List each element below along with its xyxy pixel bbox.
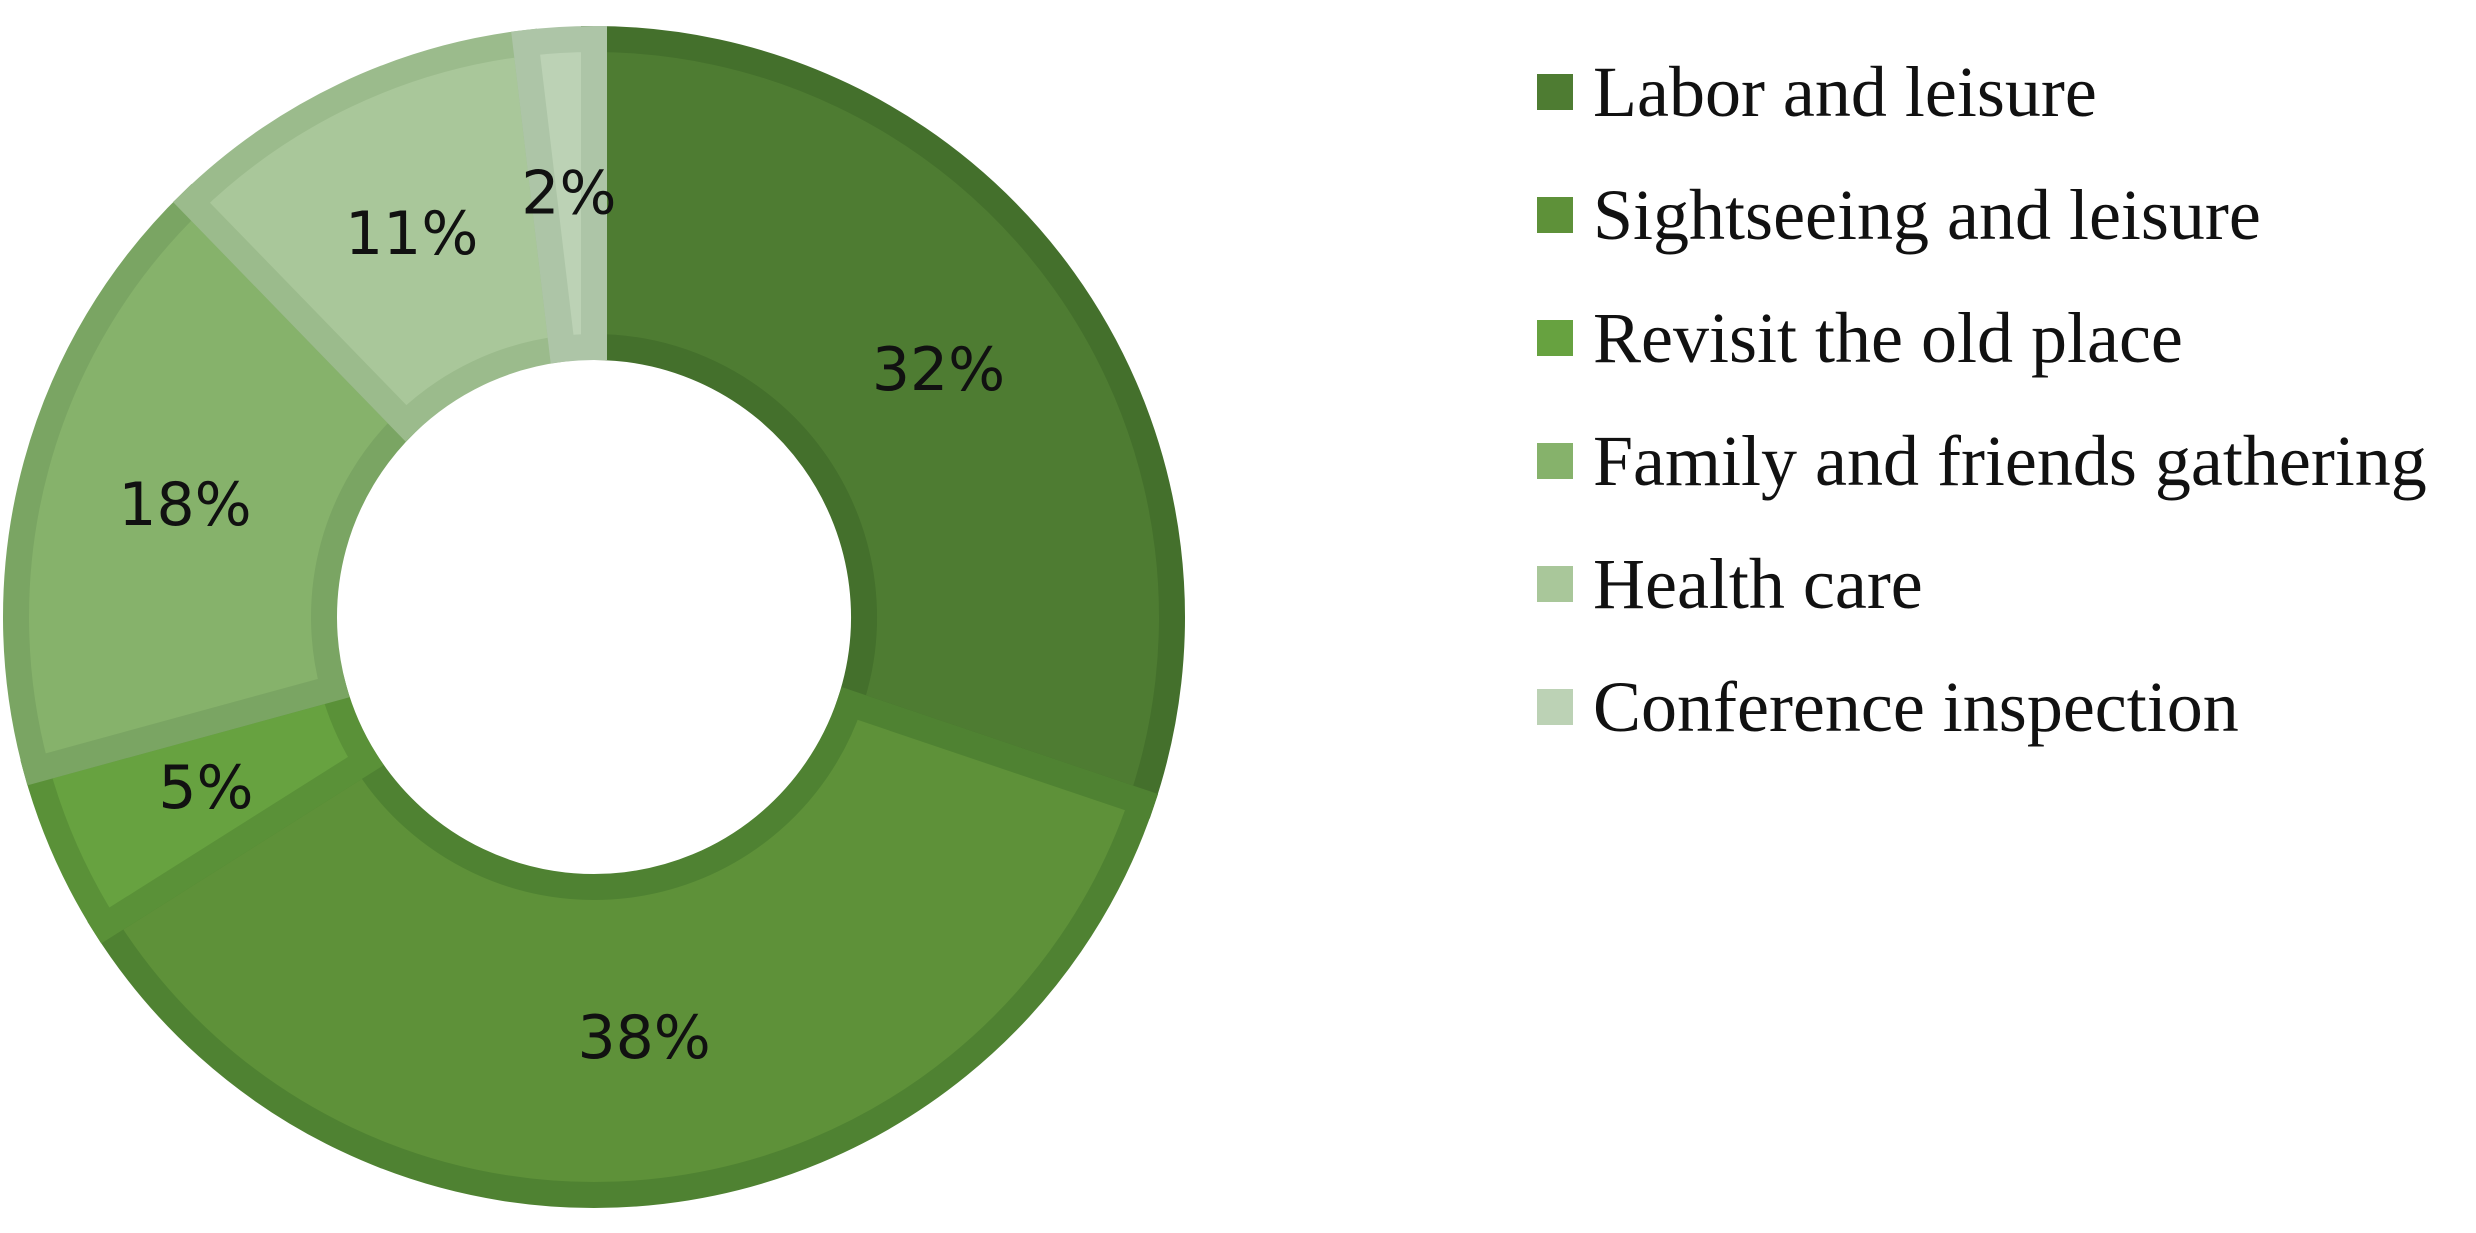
legend-swatch [1537, 443, 1573, 479]
slice-label-revisit-the-old-place: 5% [158, 753, 253, 823]
legend-swatch [1537, 197, 1573, 233]
legend-label: Family and friends gathering [1593, 421, 2427, 501]
slice-label-family-and-friends-gathering: 18% [118, 470, 251, 540]
legend-item-family-and-friends-gathering: Family and friends gathering [1537, 421, 2427, 501]
legend-swatch [1537, 74, 1573, 110]
legend-label: Revisit the old place [1593, 298, 2183, 378]
legend-item-conference-inspection: Conference inspection [1537, 667, 2239, 747]
legend-swatch [1537, 566, 1573, 602]
legend-label: Sightseeing and leisure [1593, 175, 2261, 255]
slice-health-care [173, 28, 577, 442]
slice-label-health-care: 11% [345, 199, 478, 269]
legend-item-labor-and-leisure: Labor and leisure [1537, 52, 2097, 132]
slice-label-labor-and-leisure: 32% [872, 335, 1005, 405]
legend-label: Labor and leisure [1593, 52, 2097, 132]
slice-family-and-friends-gathering [3, 183, 425, 786]
legend-item-health-care: Health care [1537, 544, 1923, 624]
legend-swatch [1537, 320, 1573, 356]
slice-conference-inspection [511, 25, 607, 364]
legend-label: Health care [1593, 544, 1923, 624]
slice-labor-and-leisure [581, 25, 1185, 819]
slice-labels: 32% 38% 5% 18% 11% 2% [118, 159, 1005, 1073]
donut-slices [3, 25, 1185, 1208]
slice-label-conference-inspection: 2% [521, 159, 616, 229]
legend-label: Conference inspection [1593, 667, 2239, 747]
legend-item-sightseeing-and-leisure: Sightseeing and leisure [1537, 175, 2261, 255]
legend-item-revisit-the-old-place: Revisit the old place [1537, 298, 2183, 378]
legend-swatch [1537, 689, 1573, 725]
slice-sightseeing-and-leisure [87, 686, 1159, 1208]
legend: Labor and leisure Sightseeing and leisure… [1537, 52, 2427, 747]
slice-label-sightseeing-and-leisure: 38% [577, 1003, 710, 1073]
